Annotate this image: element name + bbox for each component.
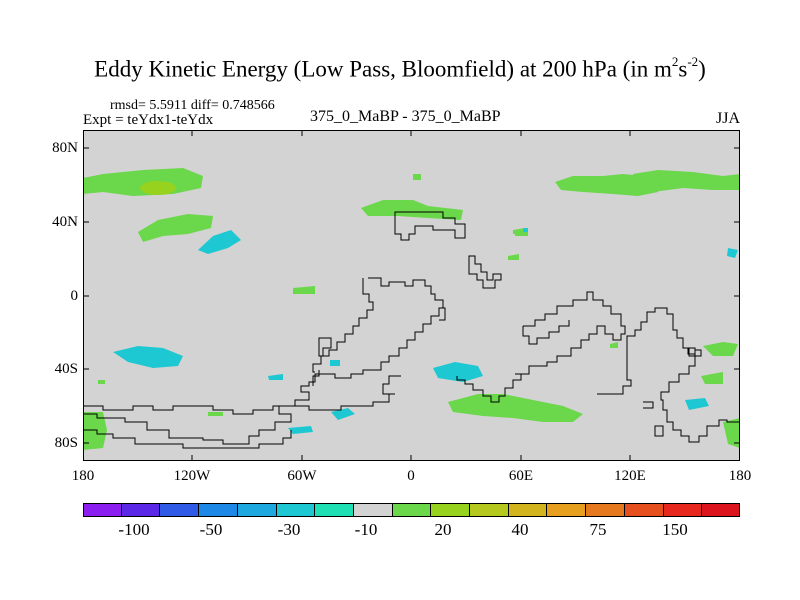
colorbar-swatch (315, 503, 354, 517)
map-ticks (83, 130, 740, 461)
lat-label-80n: 80N (52, 140, 78, 156)
colorbar-swatch (470, 503, 509, 517)
negative-anomaly-regions (113, 228, 738, 434)
map-plot (83, 130, 740, 461)
lat-label-40n: 40N (52, 214, 78, 230)
colorbar-swatch (83, 503, 122, 517)
lat-label-0: 0 (70, 288, 79, 304)
lat-label-40s: 40S (54, 361, 78, 377)
colorbar-label: 20 (434, 520, 452, 539)
colorbar-label: 75 (589, 520, 607, 539)
colorbar-label: -50 (199, 520, 223, 539)
lon-label-60e: 60E (508, 468, 534, 484)
colorbar-swatch (663, 503, 703, 517)
lon-label-120e: 120E (614, 468, 646, 484)
lon-label-120w: 120W (173, 468, 211, 484)
chart-title: Eddy Kinetic Energy (Low Pass, Bloomfiel… (94, 54, 706, 82)
colorbar-swatch (547, 503, 587, 517)
colorbar-swatch (276, 503, 316, 517)
experiment-label: Expt = teYdx1-teYdx (83, 112, 214, 128)
lon-label-60w: 60W (287, 468, 317, 484)
strong-positive-regions (140, 181, 176, 195)
colorbar-swatch (702, 503, 740, 517)
colorbar-label: -10 (354, 520, 378, 539)
colorbar-swatch (586, 503, 625, 517)
season-label: JJA (715, 110, 740, 127)
positive-anomaly-regions (83, 168, 740, 450)
lon-label-0: 0 (407, 468, 415, 484)
lon-label-180w: 180 (71, 468, 95, 484)
continent-outlines (83, 211, 740, 449)
colorbar (83, 503, 740, 517)
colorbar-label: -30 (277, 520, 301, 539)
lat-label-80s: 80S (54, 435, 78, 451)
colorbar-swatch (353, 503, 393, 517)
colorbar-label: 40 (511, 520, 529, 539)
colorbar-swatch (431, 503, 471, 517)
colorbar-swatch (624, 503, 664, 517)
stats-label: rmsd= 5.5911 diff= 0.748566 (110, 98, 275, 113)
colorbar-swatch (199, 503, 238, 517)
comparison-label: 375_0_MaBP - 375_0_MaBP (310, 108, 501, 125)
colorbar-swatch (237, 503, 277, 517)
colorbar-swatch (392, 503, 432, 517)
colorbar-label: 150 (662, 520, 688, 539)
colorbar-swatch (508, 503, 548, 517)
colorbar-swatch (160, 503, 200, 517)
lon-label-180e: 180 (728, 468, 752, 484)
colorbar-label: -100 (118, 520, 150, 539)
colorbar-swatch (121, 503, 161, 517)
